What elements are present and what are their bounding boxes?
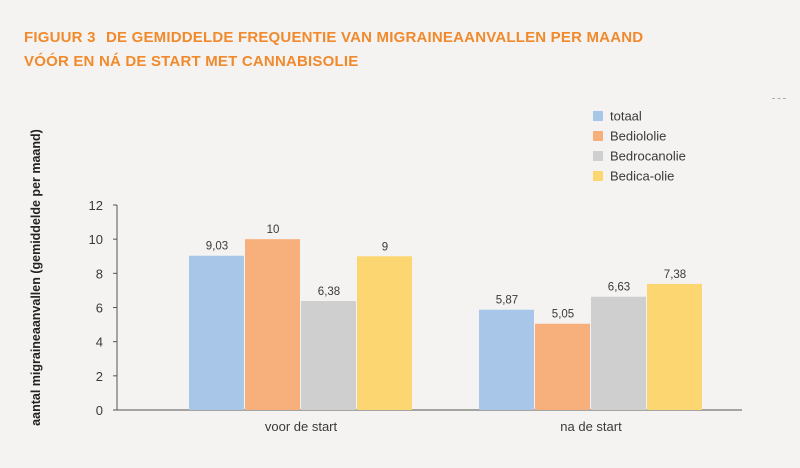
- legend-label: Bedica-olie: [610, 169, 674, 184]
- bar-4-2: [647, 283, 702, 410]
- bar-1-1: [189, 255, 244, 410]
- data-label: 5,87: [496, 295, 518, 307]
- bar-2-2: [535, 323, 590, 410]
- bar-4-1: [357, 256, 412, 410]
- figure-label: FIGUUR 3: [24, 29, 96, 46]
- legend-swatch: [593, 111, 603, 121]
- y-axis-label: aantal migraineaanvallen (gemiddelde per…: [29, 129, 43, 426]
- y-tick-label: 0: [96, 403, 103, 418]
- category-label: na de start: [560, 419, 622, 434]
- category-label: voor de start: [265, 419, 338, 434]
- bar-1-2: [479, 309, 534, 410]
- corner-dash: [772, 98, 786, 99]
- data-label: 9: [382, 241, 388, 253]
- legend-label: Bediololie: [610, 129, 666, 144]
- data-label: 9,03: [206, 241, 228, 253]
- legend-swatch: [593, 171, 603, 181]
- y-tick-label: 8: [96, 266, 103, 281]
- y-tick-label: 6: [96, 301, 103, 316]
- y-tick-label: 10: [89, 232, 103, 247]
- bar-2-1: [245, 239, 300, 410]
- legend-label: totaal: [610, 109, 642, 124]
- data-label: 10: [267, 224, 280, 236]
- title-line-2: VÓÓR EN NÁ DE START MET CANNABISOLIE: [24, 53, 359, 70]
- title-line-1: FIGUUR 3 DE GEMIDDELDE FREQUENTIE VAN MI…: [24, 26, 643, 50]
- legend-label: Bedrocanolie: [610, 149, 686, 164]
- chart-title: FIGUUR 3 DE GEMIDDELDE FREQUENTIE VAN MI…: [24, 26, 643, 74]
- data-label: 6,38: [318, 286, 340, 298]
- y-tick-label: 4: [96, 335, 103, 350]
- data-label: 7,38: [664, 269, 686, 281]
- bar-3-2: [591, 296, 646, 410]
- y-tick-label: 2: [96, 369, 103, 384]
- bar-3-1: [301, 301, 356, 410]
- y-tick-label: 12: [89, 198, 103, 213]
- legend-swatch: [593, 151, 603, 161]
- title-text-1: DE GEMIDDELDE FREQUENTIE VAN MIGRAINEAAN…: [105, 29, 644, 46]
- data-label: 5,05: [552, 309, 574, 321]
- data-label: 6,63: [608, 282, 630, 294]
- legend-swatch: [593, 131, 603, 141]
